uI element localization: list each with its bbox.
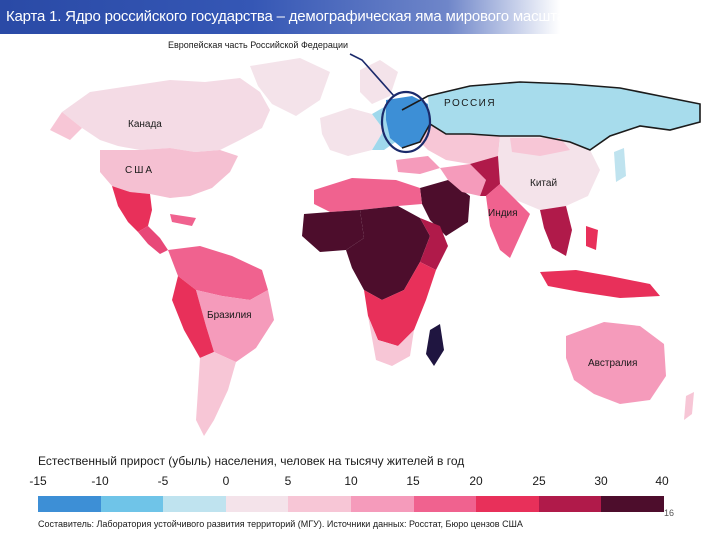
region-australia bbox=[566, 322, 666, 404]
map-title: Карта 1. Ядро российского государства – … bbox=[6, 8, 582, 25]
region-caribbean bbox=[170, 214, 196, 226]
region-peru-bolivia bbox=[172, 276, 214, 358]
legend-swatch bbox=[163, 496, 226, 512]
legend-title: Естественный прирост (убыль) населения, … bbox=[38, 454, 465, 468]
footer-credits: Составитель: Лаборатория устойчивого раз… bbox=[38, 519, 523, 529]
legend-swatch bbox=[225, 496, 289, 512]
region-madagascar bbox=[426, 324, 444, 366]
region-arabia bbox=[420, 180, 470, 236]
legend-tick: 15 bbox=[406, 474, 420, 488]
region-afghanistan-pakistan bbox=[470, 156, 500, 196]
region-mexico bbox=[112, 186, 152, 232]
label-usa: США bbox=[125, 165, 155, 176]
region-philippines bbox=[586, 226, 598, 250]
region-china bbox=[498, 136, 600, 210]
region-russia-asia bbox=[428, 82, 700, 150]
label-brazil: Бразилия bbox=[207, 310, 252, 321]
legend-color-scale bbox=[38, 496, 664, 512]
region-indochina bbox=[540, 206, 572, 256]
legend-tick: -5 bbox=[157, 474, 169, 488]
label-china: Китай bbox=[530, 178, 558, 189]
legend-swatch bbox=[350, 496, 414, 512]
legend-tick: 10 bbox=[344, 474, 358, 488]
legend-swatch bbox=[100, 496, 164, 512]
region-central-africa bbox=[346, 206, 430, 300]
legend-tick: 40 bbox=[655, 474, 669, 488]
region-new-zealand bbox=[684, 392, 694, 420]
legend-swatch bbox=[538, 496, 602, 512]
label-russia: РОССИЯ bbox=[444, 98, 497, 109]
region-southern-cone bbox=[196, 352, 236, 436]
label-australia: Австралия bbox=[588, 358, 638, 369]
legend-tick: -10 bbox=[91, 474, 109, 488]
legend-tick: -15 bbox=[29, 474, 47, 488]
callout-label: Европейская часть Российской Федерации bbox=[168, 40, 349, 50]
region-west-africa bbox=[302, 210, 364, 252]
region-south-america-north bbox=[168, 246, 268, 300]
callout-leader bbox=[349, 53, 395, 97]
region-european-russia bbox=[386, 96, 430, 148]
label-india: Индия bbox=[488, 208, 518, 219]
region-central-asia bbox=[420, 124, 500, 164]
legend-swatch bbox=[38, 496, 101, 512]
region-brazil bbox=[196, 290, 274, 362]
title-bar: Карта 1. Ядро российского государства – … bbox=[0, 0, 581, 34]
legend-swatch bbox=[413, 496, 477, 512]
region-scandinavia bbox=[360, 60, 398, 104]
region-east-africa bbox=[420, 218, 448, 270]
region-india bbox=[486, 184, 530, 258]
legend-swatch bbox=[288, 496, 351, 512]
legend-tick: 5 bbox=[284, 474, 292, 488]
region-canada bbox=[62, 78, 270, 152]
russia-border bbox=[401, 81, 701, 151]
legend-swatch bbox=[476, 496, 539, 512]
label-canada: Канада bbox=[128, 119, 162, 130]
region-usa bbox=[100, 148, 238, 198]
legend-ticks: -15 -10 -5 0 5 10 15 20 25 30 40 bbox=[0, 474, 720, 490]
region-indonesia bbox=[540, 270, 660, 298]
region-central-america bbox=[138, 226, 168, 254]
slide-number: 16 bbox=[664, 508, 675, 518]
region-western-europe bbox=[320, 108, 384, 156]
legend-tick: 25 bbox=[532, 474, 546, 488]
region-turkey bbox=[396, 156, 440, 174]
region-southern-africa bbox=[364, 262, 436, 346]
region-mongolia bbox=[510, 138, 570, 156]
legend-tick: 20 bbox=[469, 474, 483, 488]
region-japan bbox=[614, 148, 626, 182]
region-greenland bbox=[250, 58, 330, 116]
legend-tick: 0 bbox=[222, 474, 230, 488]
region-south-africa bbox=[368, 316, 414, 366]
region-iran bbox=[440, 164, 486, 196]
legend-swatch bbox=[601, 496, 664, 512]
region-alaska bbox=[50, 112, 82, 140]
legend-tick: 30 bbox=[594, 474, 608, 488]
callout-ellipse bbox=[380, 90, 432, 154]
region-north-africa bbox=[314, 178, 422, 212]
